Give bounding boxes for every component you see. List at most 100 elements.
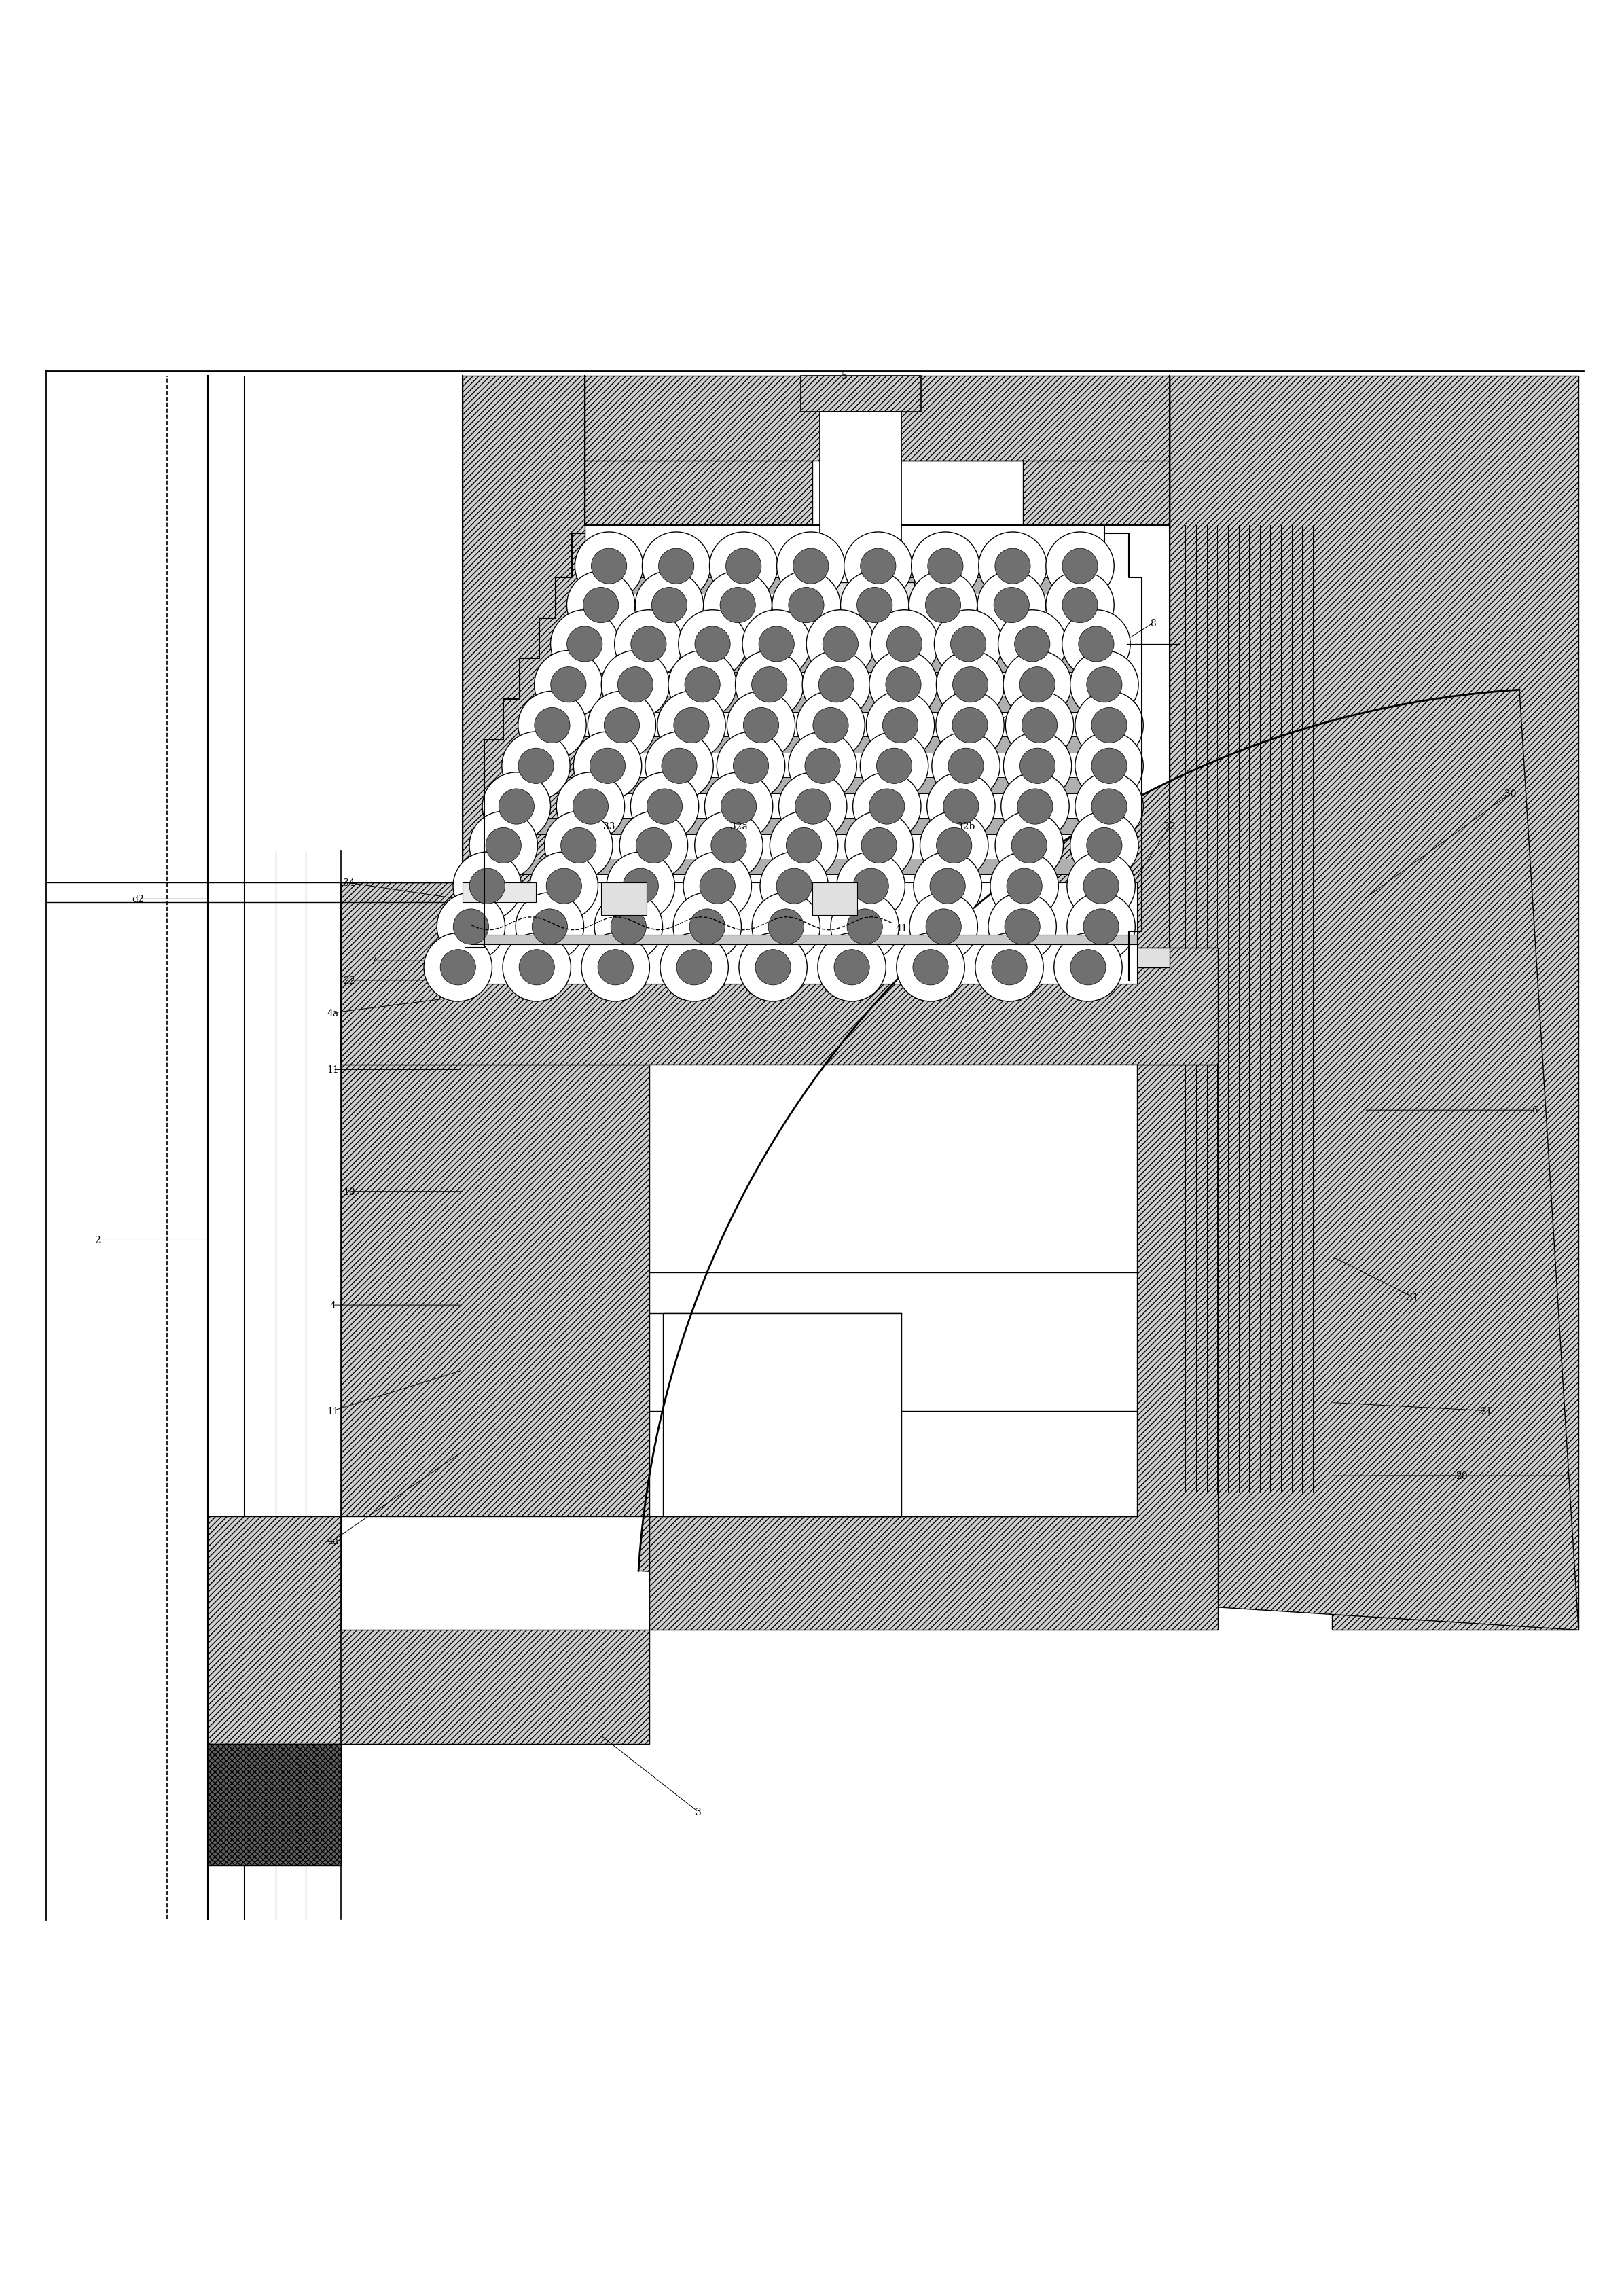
Circle shape bbox=[934, 610, 1002, 679]
Circle shape bbox=[716, 732, 784, 800]
Circle shape bbox=[1086, 668, 1122, 702]
Text: 7: 7 bbox=[370, 956, 377, 967]
Text: 8: 8 bbox=[1150, 620, 1156, 629]
Circle shape bbox=[861, 732, 929, 800]
Circle shape bbox=[607, 853, 676, 921]
Circle shape bbox=[630, 626, 666, 663]
Circle shape bbox=[932, 732, 1000, 800]
Circle shape bbox=[882, 709, 918, 743]
Circle shape bbox=[755, 951, 791, 985]
Circle shape bbox=[1086, 828, 1122, 864]
Polygon shape bbox=[560, 697, 1108, 713]
Circle shape bbox=[913, 853, 981, 921]
Circle shape bbox=[926, 588, 961, 624]
Circle shape bbox=[567, 626, 603, 663]
Circle shape bbox=[877, 748, 913, 784]
Circle shape bbox=[789, 732, 857, 800]
Circle shape bbox=[1005, 910, 1039, 944]
Circle shape bbox=[885, 668, 921, 702]
Circle shape bbox=[1062, 588, 1098, 624]
Circle shape bbox=[529, 853, 598, 921]
Circle shape bbox=[752, 894, 820, 960]
Circle shape bbox=[1005, 693, 1073, 759]
Circle shape bbox=[518, 748, 554, 784]
Circle shape bbox=[711, 828, 747, 864]
Circle shape bbox=[793, 549, 828, 585]
Text: 30: 30 bbox=[1504, 789, 1517, 798]
Circle shape bbox=[453, 853, 521, 921]
Polygon shape bbox=[585, 377, 1169, 526]
Polygon shape bbox=[463, 882, 1137, 983]
Circle shape bbox=[684, 853, 752, 921]
Text: 5: 5 bbox=[841, 373, 848, 382]
Polygon shape bbox=[801, 377, 921, 411]
Circle shape bbox=[835, 951, 869, 985]
Circle shape bbox=[978, 572, 1046, 640]
Polygon shape bbox=[463, 377, 585, 965]
Circle shape bbox=[987, 894, 1057, 960]
Circle shape bbox=[659, 933, 728, 1001]
Text: 10: 10 bbox=[343, 1186, 356, 1196]
Polygon shape bbox=[508, 818, 1106, 834]
Circle shape bbox=[598, 951, 633, 985]
Circle shape bbox=[744, 709, 780, 743]
Circle shape bbox=[560, 828, 596, 864]
Circle shape bbox=[728, 693, 796, 759]
Circle shape bbox=[658, 693, 726, 759]
Circle shape bbox=[909, 894, 978, 960]
Circle shape bbox=[789, 588, 823, 624]
Text: 32a: 32a bbox=[731, 821, 747, 832]
Circle shape bbox=[991, 853, 1059, 921]
Circle shape bbox=[437, 894, 505, 960]
Circle shape bbox=[992, 951, 1026, 985]
Polygon shape bbox=[807, 583, 914, 624]
Polygon shape bbox=[601, 578, 1080, 594]
Circle shape bbox=[641, 533, 710, 601]
Circle shape bbox=[669, 652, 737, 720]
Circle shape bbox=[913, 951, 948, 985]
Circle shape bbox=[646, 789, 682, 825]
Polygon shape bbox=[492, 860, 1103, 876]
Text: 4a: 4a bbox=[326, 1536, 339, 1545]
Polygon shape bbox=[525, 777, 1109, 793]
Text: 33: 33 bbox=[603, 821, 615, 832]
Circle shape bbox=[1054, 933, 1122, 1001]
Circle shape bbox=[520, 951, 554, 985]
Circle shape bbox=[770, 812, 838, 880]
Circle shape bbox=[1070, 652, 1138, 720]
Circle shape bbox=[836, 853, 905, 921]
Circle shape bbox=[637, 828, 671, 864]
Circle shape bbox=[1075, 693, 1143, 759]
Circle shape bbox=[499, 789, 534, 825]
Circle shape bbox=[726, 549, 762, 585]
Circle shape bbox=[1091, 789, 1127, 825]
Circle shape bbox=[1075, 773, 1143, 841]
Circle shape bbox=[866, 693, 934, 759]
Text: 31: 31 bbox=[1406, 1292, 1419, 1303]
Polygon shape bbox=[1169, 377, 1579, 1630]
Circle shape bbox=[771, 572, 840, 640]
Text: 34: 34 bbox=[343, 878, 356, 887]
Circle shape bbox=[617, 668, 653, 702]
Circle shape bbox=[760, 853, 828, 921]
Circle shape bbox=[935, 652, 1005, 720]
Text: 6: 6 bbox=[1531, 1106, 1538, 1116]
Circle shape bbox=[732, 748, 768, 784]
Circle shape bbox=[544, 812, 612, 880]
Circle shape bbox=[659, 549, 693, 585]
Text: 11: 11 bbox=[326, 1065, 339, 1074]
Circle shape bbox=[624, 869, 658, 905]
Circle shape bbox=[861, 828, 896, 864]
Circle shape bbox=[896, 933, 965, 1001]
Circle shape bbox=[1046, 533, 1114, 601]
Circle shape bbox=[710, 533, 778, 601]
Circle shape bbox=[758, 626, 794, 663]
Circle shape bbox=[736, 652, 804, 720]
Circle shape bbox=[1078, 626, 1114, 663]
Circle shape bbox=[796, 789, 830, 825]
Polygon shape bbox=[463, 882, 536, 903]
Circle shape bbox=[999, 610, 1067, 679]
Circle shape bbox=[695, 812, 763, 880]
Circle shape bbox=[1046, 572, 1114, 640]
Circle shape bbox=[635, 572, 703, 640]
